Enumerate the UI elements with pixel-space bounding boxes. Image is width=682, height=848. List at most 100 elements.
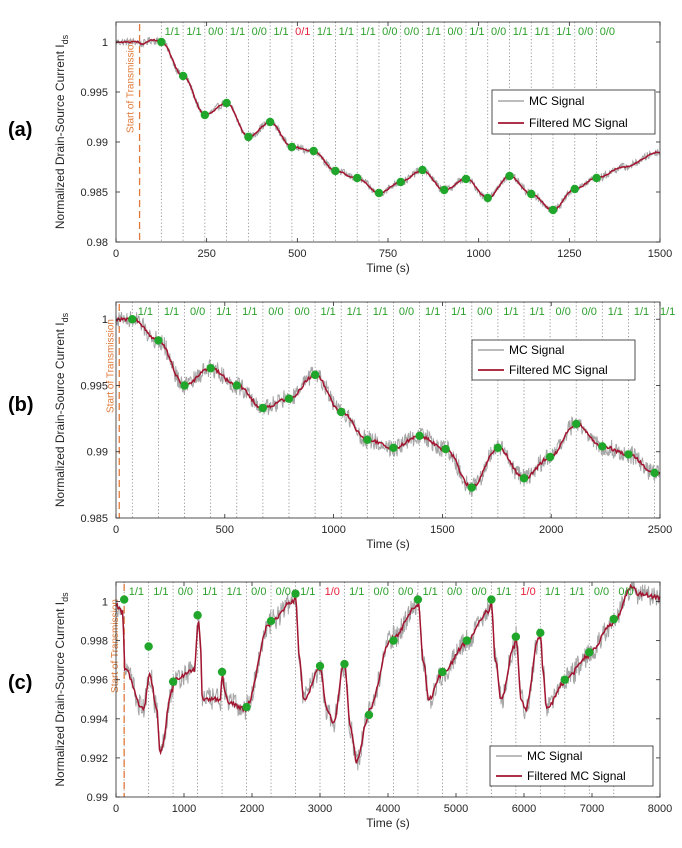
sample-point-marker xyxy=(206,364,215,373)
sample-point-marker xyxy=(467,483,476,492)
y-tick-label: 0.996 xyxy=(80,675,108,687)
sample-point-marker xyxy=(374,188,384,198)
sample-point-marker xyxy=(548,205,558,215)
x-tick-label: 8000 xyxy=(648,803,672,815)
sample-point-marker xyxy=(309,146,318,156)
x-axis-label: Time (s) xyxy=(366,537,410,551)
symbol-label: 0/0 xyxy=(600,26,615,38)
sample-point-marker xyxy=(315,661,325,671)
sample-point-marker xyxy=(291,589,300,598)
symbol-label: 1/1 xyxy=(202,586,217,598)
symbol-label: 0/0 xyxy=(276,586,291,598)
legend-label: MC Signal xyxy=(509,343,564,357)
symbol-label: 1/1 xyxy=(138,306,153,318)
sample-point-marker xyxy=(389,443,398,452)
symbol-label: 1/1 xyxy=(349,586,364,598)
y-tick-label: 0.995 xyxy=(80,87,108,99)
sample-point-marker xyxy=(441,444,450,454)
legend-label: MC Signal xyxy=(527,749,582,763)
y-axis-label-main: Normalized Drain-Source Current I xyxy=(53,44,67,229)
sample-point-marker xyxy=(310,370,320,380)
symbol-label: 0/0 xyxy=(268,306,283,318)
sample-point-marker xyxy=(232,381,241,390)
sample-point-marker xyxy=(527,189,536,199)
panel-label: (a) xyxy=(8,119,32,141)
panel-0: Start of Transmission 1/1 1/1 0/0 1/1 0/0 1/1 0… xyxy=(8,21,672,275)
symbol-label: 1/1 xyxy=(534,26,549,38)
symbol-label: 0/0 xyxy=(398,586,413,598)
sample-point-marker xyxy=(461,174,471,184)
sample-point-marker xyxy=(440,185,449,195)
sample-point-marker xyxy=(119,595,129,604)
y-axis-label: Normalized Drain-Source Current Ids xyxy=(53,312,70,507)
x-tick-label: 2000 xyxy=(240,803,264,815)
symbol-label: 0/0 xyxy=(251,586,266,598)
y-tick-label: 0.985 xyxy=(80,187,108,199)
y-axis-label-subscript: ds xyxy=(60,312,70,322)
symbol-label: 1/1 xyxy=(425,306,440,318)
symbol-label: 1/1 xyxy=(165,26,180,38)
symbol-label: 1/1 xyxy=(216,306,231,318)
y-tick-label: 0.998 xyxy=(80,636,108,648)
symbol-label: 1/1 xyxy=(373,306,388,318)
x-axis-label: Time (s) xyxy=(366,261,410,275)
legend-box xyxy=(491,89,656,135)
x-tick-label: 5000 xyxy=(444,803,468,815)
sample-point-marker xyxy=(128,315,137,324)
legend-label: Filtered MC Signal xyxy=(527,769,626,783)
sample-point-marker xyxy=(545,452,555,462)
symbol-label: 1/1 xyxy=(339,26,354,38)
y-tick-label: 1 xyxy=(102,37,108,49)
sample-point-marker xyxy=(624,450,633,459)
y-tick-label: 1 xyxy=(102,597,108,609)
sample-point-marker xyxy=(266,616,276,626)
x-tick-label: 1250 xyxy=(557,248,581,260)
sample-point-marker xyxy=(585,648,594,657)
symbol-label: 1/1 xyxy=(227,586,242,598)
symbol-label: 0/0 xyxy=(399,306,414,318)
symbol-label: 0/0 xyxy=(556,306,571,318)
symbol-label: 1/1 xyxy=(300,586,315,598)
plot-area xyxy=(116,302,660,518)
legend-box xyxy=(489,745,654,787)
symbol-label: 0/0 xyxy=(294,306,309,318)
symbol-label: 0/0 xyxy=(578,26,593,38)
legend-box xyxy=(471,339,636,381)
symbol-label: 0/0 xyxy=(491,26,506,38)
sample-point-marker xyxy=(168,677,178,686)
symbol-label: 1/1 xyxy=(186,26,201,38)
symbol-label: 0/0 xyxy=(382,26,397,38)
sample-point-marker xyxy=(180,381,189,390)
sample-point-marker xyxy=(363,435,372,445)
symbol-label: 0/0 xyxy=(374,586,389,598)
y-tick-label: 0.99 xyxy=(87,137,108,149)
symbol-label: 1/1 xyxy=(529,306,544,318)
sample-point-marker xyxy=(337,407,346,417)
sample-point-marker xyxy=(438,667,447,677)
symbol-label: 0/1 xyxy=(295,26,310,38)
y-axis-label-main: Normalized Drain-Source Current I xyxy=(53,322,67,507)
start-of-transmission-label: Start of Transmission xyxy=(105,319,116,413)
filtered-mc-signal-line xyxy=(115,583,661,764)
sample-point-marker xyxy=(493,443,503,452)
symbol-label: 1/1 xyxy=(634,306,649,318)
x-tick-label: 1000 xyxy=(466,248,490,260)
x-tick-label: 2500 xyxy=(648,524,672,536)
legend-label: Filtered MC Signal xyxy=(509,363,608,377)
x-tick-label: 7000 xyxy=(580,803,604,815)
symbol-label: 1/1 xyxy=(423,586,438,598)
symbol-label: 1/0 xyxy=(520,586,535,598)
symbol-label: 1/1 xyxy=(608,306,623,318)
symbol-label: 1/1 xyxy=(360,26,375,38)
sample-point-marker xyxy=(217,667,227,677)
symbol-label: 1/1 xyxy=(426,26,441,38)
y-tick-label: 0.992 xyxy=(80,753,108,765)
symbol-label: 1/1 xyxy=(660,306,675,318)
symbol-label: 0/0 xyxy=(190,306,205,318)
y-tick-label: 0.994 xyxy=(80,714,108,726)
sample-point-marker xyxy=(200,110,210,120)
symbol-label: 1/1 xyxy=(513,26,528,38)
symbol-label: 1/1 xyxy=(556,26,571,38)
y-tick-label: 0.985 xyxy=(80,513,108,525)
